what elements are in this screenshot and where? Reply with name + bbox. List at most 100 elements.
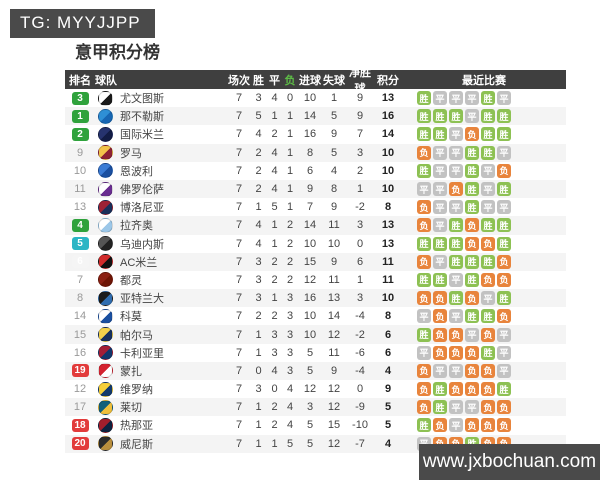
result-badge: 胜: [417, 109, 431, 124]
telegram-watermark-text: TG: MYYJJPP: [20, 13, 141, 32]
team-logo-icon: [98, 254, 113, 270]
recent-results: 负平胜胜胜负: [402, 254, 566, 269]
stat-goals-against: 4: [330, 164, 338, 177]
team-name: 帕尔马: [120, 329, 153, 342]
result-badge: 平: [465, 109, 479, 124]
team-cell: 威尼斯: [95, 436, 228, 452]
stat-wins: 2: [255, 183, 262, 196]
team-logo-icon: [98, 436, 113, 452]
result-badge: 胜: [417, 127, 431, 142]
rank-badge: 19: [71, 364, 89, 378]
stat-draws: 1: [271, 437, 278, 450]
result-badge: 平: [449, 91, 463, 106]
stat-goals-against: 15: [327, 419, 341, 432]
rank-badge: 20: [71, 437, 89, 451]
col-header-loss: 负: [284, 74, 296, 87]
col-header-team: 球队: [95, 74, 117, 87]
team-logo-icon: [98, 181, 113, 197]
result-badge: 负: [465, 345, 479, 360]
stat-points: 13: [381, 237, 395, 250]
stat-goals-for: 12: [303, 383, 317, 396]
stat-draws: 1: [271, 292, 278, 305]
result-badge: 负: [465, 291, 479, 306]
recent-results: 平负负负胜平: [402, 345, 566, 360]
result-badge: 平: [497, 145, 511, 160]
table-row: 17 莱切 7 1 2 4 3 12 -9 5 负胜平平负负: [65, 398, 566, 417]
stat-goal-diff: -10: [352, 419, 368, 432]
col-header-recent: 最近比赛: [462, 74, 506, 87]
stat-goals-against: 14: [327, 310, 341, 323]
website-watermark-text: www.jxbochuan.com: [422, 451, 597, 472]
rank-badge: 18: [71, 418, 89, 432]
stat-points: 6: [384, 328, 392, 341]
result-badge: 胜: [481, 109, 495, 124]
result-badge: 负: [449, 382, 463, 397]
result-badge: 负: [481, 327, 495, 342]
result-badge: 平: [433, 363, 447, 378]
result-badge: 平: [449, 363, 463, 378]
result-badge: 胜: [417, 327, 431, 342]
rank-number: 14: [73, 310, 87, 323]
result-badge: 负: [433, 418, 447, 433]
team-name: 亚特兰大: [120, 293, 164, 306]
result-badge: 胜: [465, 182, 479, 197]
result-badge: 负: [497, 400, 511, 415]
stat-losses: 1: [286, 183, 294, 196]
stat-played: 7: [235, 146, 243, 159]
result-badge: 负: [481, 236, 495, 251]
stat-played: 7: [235, 273, 243, 286]
stat-wins: 2: [255, 146, 262, 159]
result-badge: 负: [465, 363, 479, 378]
table-row: 13 博洛尼亚 7 1 5 1 7 9 -2 8 负平平胜平平: [65, 198, 566, 216]
stat-points: 5: [384, 401, 392, 414]
standings-table: 排名 球队 场次 胜 平 负 进球 失球 净胜球 积分 最近比赛 3 尤文图斯 7 3…: [65, 67, 566, 453]
stat-goals-against: 9: [330, 364, 338, 377]
result-badge: 胜: [433, 400, 447, 415]
result-badge: 胜: [497, 236, 511, 251]
stat-draws: 2: [271, 310, 278, 323]
stat-goal-diff: -6: [355, 346, 365, 359]
stat-points: 13: [381, 219, 395, 232]
stat-losses: 0: [286, 92, 294, 105]
result-badge: 胜: [449, 218, 463, 233]
team-name: 维罗纳: [120, 384, 153, 397]
rank-cell: 4: [65, 218, 95, 232]
stat-losses: 4: [286, 419, 294, 432]
col-header-goals-against: 失球: [323, 74, 345, 87]
stat-goals-against: 12: [327, 383, 341, 396]
stat-goals-for: 16: [303, 292, 317, 305]
stat-wins: 2: [255, 164, 262, 177]
result-badge: 平: [497, 363, 511, 378]
stat-wins: 3: [255, 273, 262, 286]
rank-number: 9: [76, 146, 84, 159]
result-badge: 平: [417, 182, 431, 197]
result-badge: 胜: [481, 309, 495, 324]
recent-results: 胜负负平负平: [402, 327, 566, 342]
result-badge: 负: [417, 291, 431, 306]
rank-cell: 18: [65, 418, 95, 432]
stat-played: 7: [235, 110, 243, 123]
table-row: 3 尤文图斯 7 3 4 0 10 1 9 13 胜平平平胜平: [65, 89, 566, 107]
team-name: 尤文图斯: [120, 93, 164, 106]
stat-played: 7: [235, 310, 243, 323]
result-badge: 负: [449, 345, 463, 360]
stat-losses: 2: [286, 237, 294, 250]
stat-losses: 1: [286, 201, 294, 214]
stat-draws: 2: [271, 401, 278, 414]
result-badge: 胜: [481, 145, 495, 160]
team-cell: 卡利亚里: [95, 345, 228, 361]
result-badge: 平: [417, 309, 431, 324]
stat-goals-for: 9: [306, 183, 314, 196]
stat-wins: 3: [255, 255, 262, 268]
result-badge: 平: [449, 200, 463, 215]
team-cell: 都灵: [95, 272, 228, 288]
stat-goal-diff: 1: [356, 273, 364, 286]
result-badge: 胜: [465, 254, 479, 269]
col-header-win: 胜: [253, 74, 264, 87]
rank-cell: 10: [65, 165, 95, 177]
rank-number: 8: [76, 292, 84, 305]
stat-wins: 1: [255, 401, 262, 414]
stat-played: 7: [235, 255, 243, 268]
stat-draws: 3: [271, 328, 278, 341]
